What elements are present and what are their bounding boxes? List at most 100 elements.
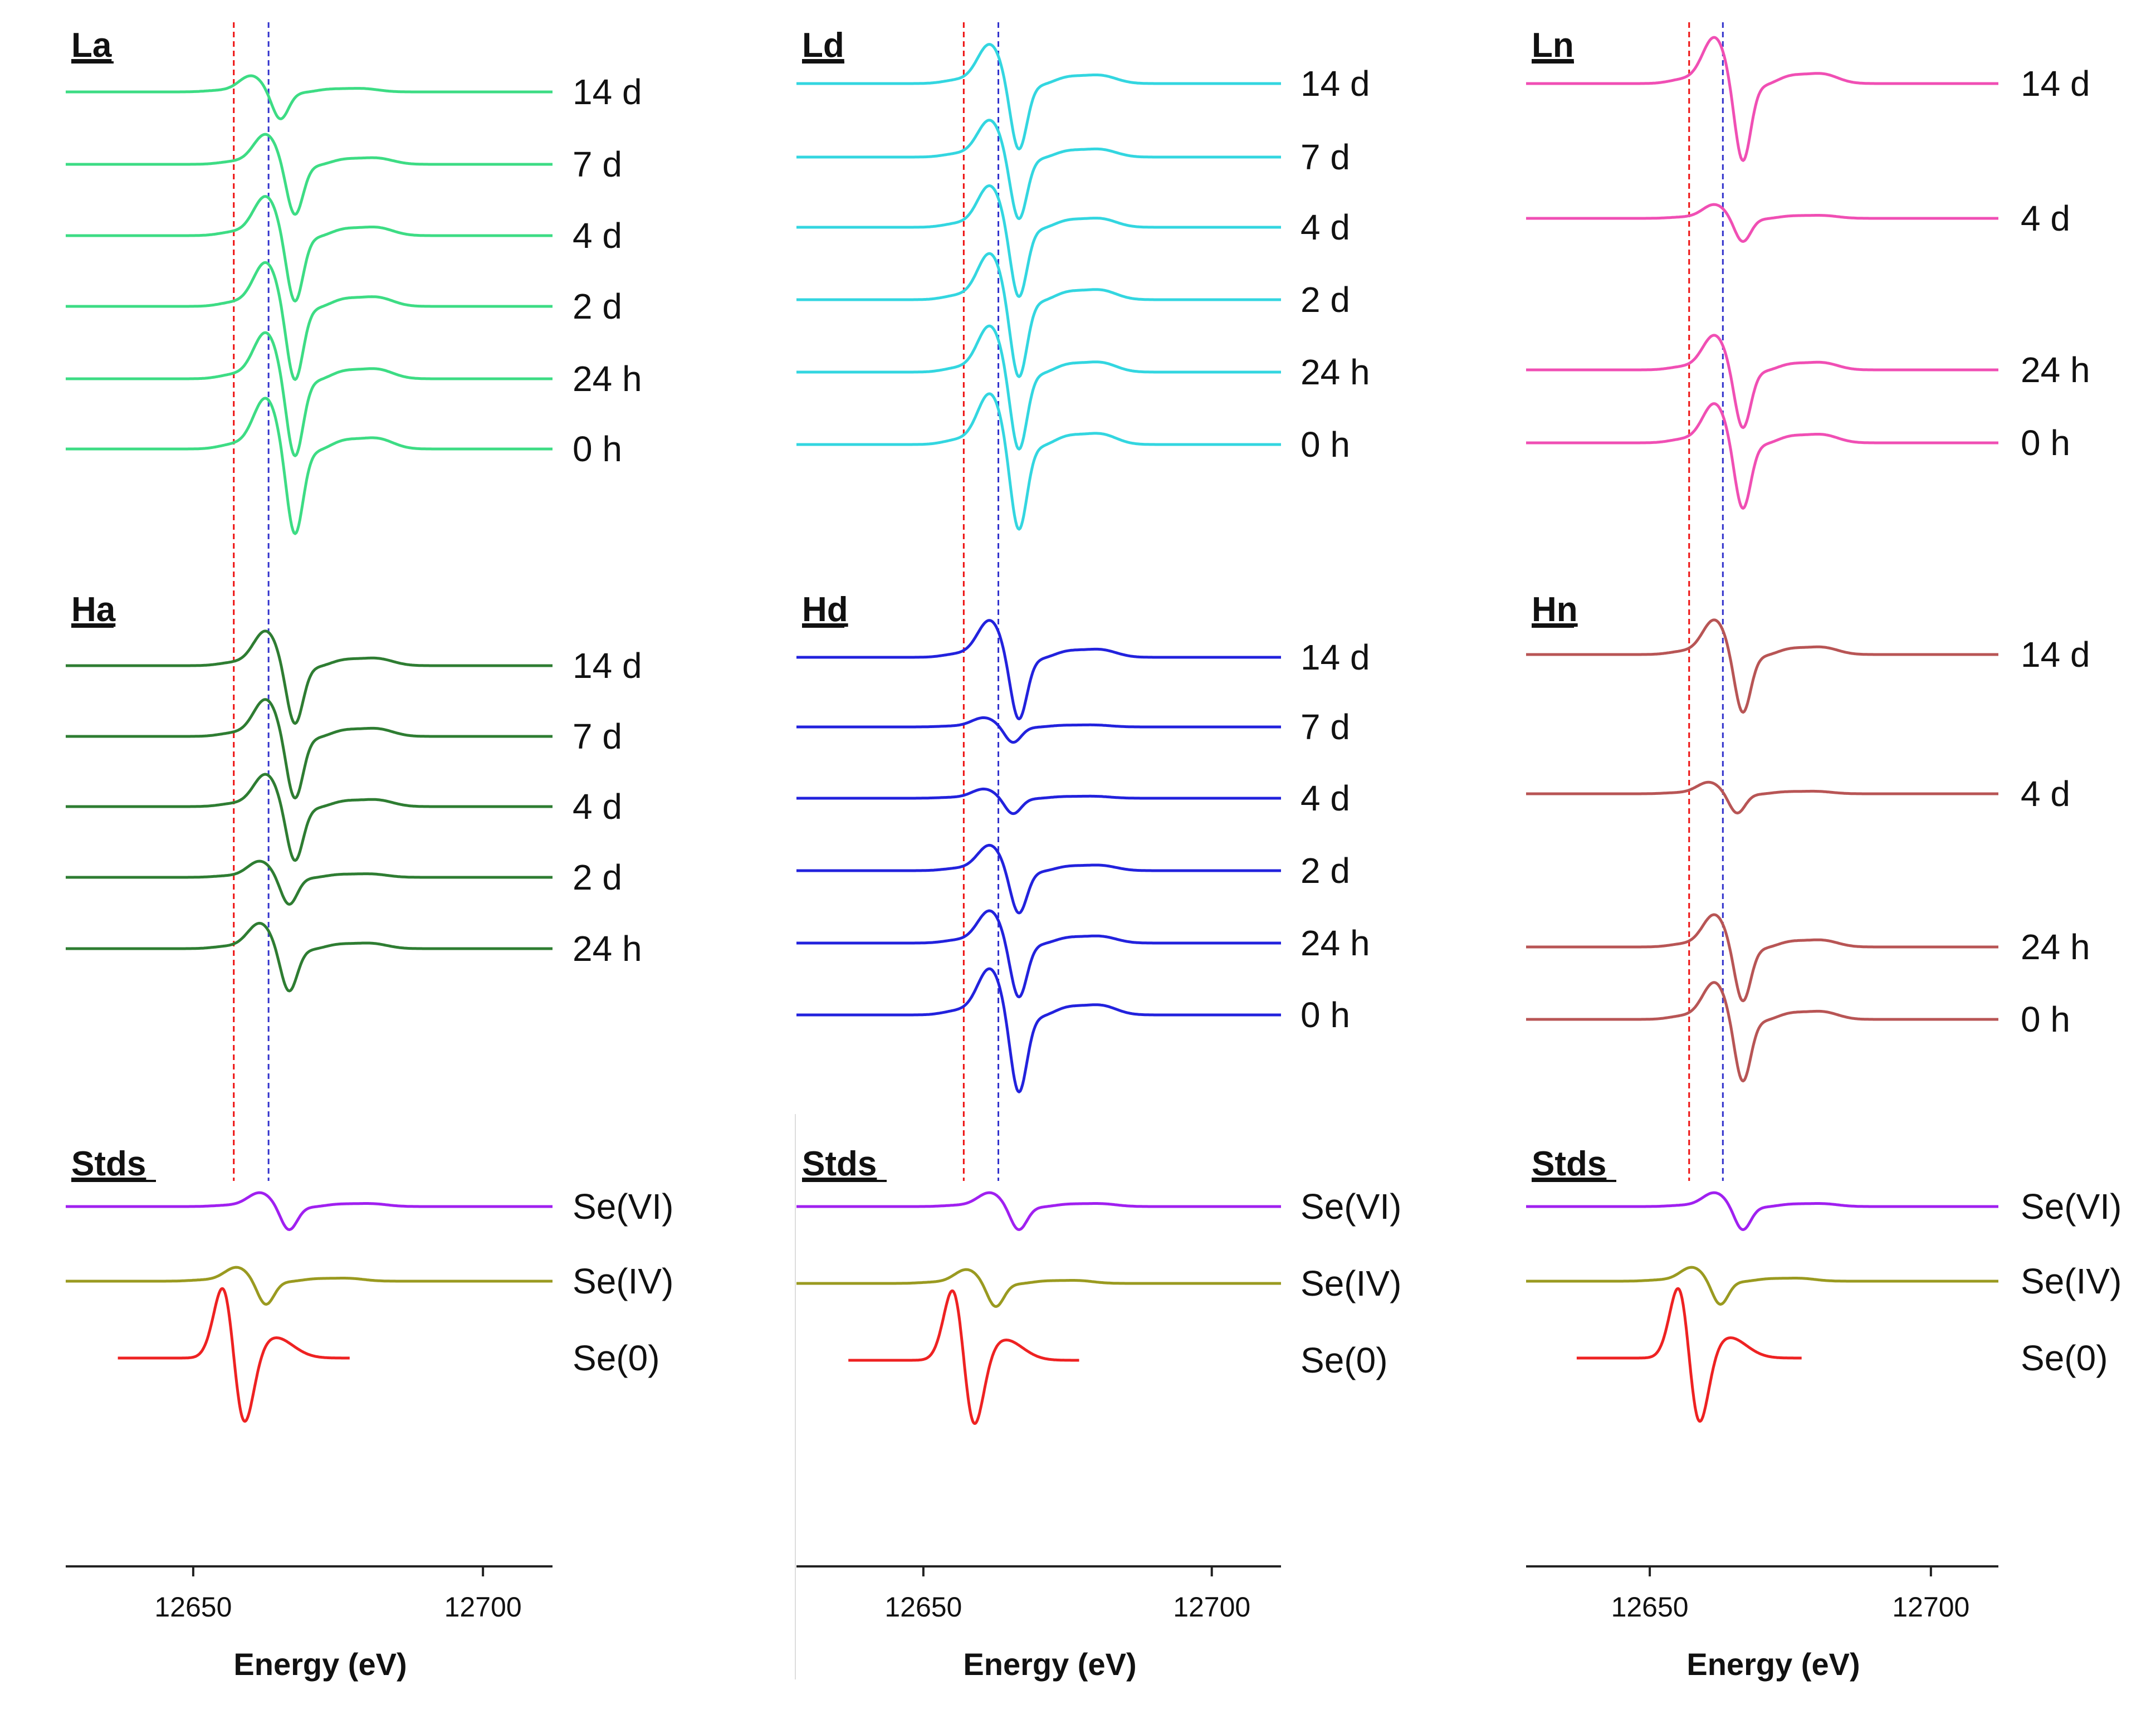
trace-label-0-h: 0 h [2021, 999, 2070, 1039]
group-label-stds: Stds [1532, 1145, 1606, 1183]
group-la: La 14 d 7 d 4 d 2 d 24 h 0 h [65, 26, 642, 535]
group-label-stds: Stds [802, 1145, 877, 1183]
trace-label-2-d: 2 d [573, 857, 622, 897]
trace-label-0-h: 0 h [1301, 424, 1350, 465]
group-ld: Ld 14 d 7 d 4 d 2 d 24 h 0 h [796, 26, 1370, 531]
trace-label-14-d: 14 d [573, 72, 642, 112]
trace-label-2-d: 2 d [1301, 851, 1350, 891]
trace-stds-se-iv [796, 1268, 1282, 1308]
trace-label-se-0: Se(0) [1301, 1340, 1388, 1380]
x-axis-title: Energy (eV) [1686, 1647, 1860, 1682]
trace-label-se-iv: Se(IV) [2021, 1261, 2121, 1301]
trace-label-4-d: 4 d [2021, 774, 2070, 814]
x-tick-label: 12700 [444, 1591, 522, 1623]
trace-label-24-h: 24 h [2021, 350, 2090, 390]
group-stds: Stds Se(VI) Se(IV) Se(0) [796, 1145, 1401, 1425]
x-axis-title: Energy (eV) [233, 1647, 407, 1682]
trace-label-0-h: 0 h [1301, 995, 1350, 1035]
trace-label-14-d: 14 d [1301, 64, 1370, 104]
trace-label-24-h: 24 h [573, 359, 642, 399]
trace-stds-se-vi [796, 1191, 1282, 1231]
trace-label-2-d: 2 d [573, 286, 622, 326]
trace-ld-24-h [796, 324, 1282, 451]
group-label-hn: Hn [1532, 590, 1578, 629]
trace-ld-2-d [796, 252, 1282, 378]
trace-ha-2-d [65, 860, 553, 906]
trace-label-0-h: 0 h [573, 429, 622, 469]
trace-ln-24-h [1526, 334, 1999, 429]
trace-label-2-d: 2 d [1301, 280, 1350, 320]
trace-stds-se-0 [1576, 1287, 1803, 1423]
group-hd: Hd 14 d 7 d 4 d 2 d 24 h 0 h [796, 590, 1370, 1093]
group-stds: Stds Se(VI) Se(IV) Se(0) [1526, 1145, 2121, 1423]
trace-label-14-d: 14 d [1301, 637, 1370, 677]
trace-hn-0-h [1526, 981, 1999, 1083]
trace-label-14-d: 14 d [2021, 634, 2090, 675]
trace-label-24-h: 24 h [1301, 352, 1370, 392]
trace-label-4-d: 4 d [1301, 207, 1350, 247]
group-label-la: La [71, 26, 112, 65]
trace-ha-4-d [65, 773, 553, 862]
x-tick-label: 12650 [154, 1591, 232, 1623]
trace-label-se-0: Se(0) [2021, 1338, 2108, 1378]
trace-ld-14-d [796, 43, 1282, 150]
trace-label-24-h: 24 h [573, 929, 642, 969]
trace-label-7-d: 7 d [573, 144, 622, 184]
trace-ln-4-d [1526, 203, 1999, 243]
trace-label-7-d: 7 d [1301, 707, 1350, 747]
x-tick-label: 12650 [884, 1591, 962, 1623]
trace-label-7-d: 7 d [573, 716, 622, 756]
group-label-hd: Hd [802, 590, 848, 629]
trace-hd-0-h [796, 967, 1282, 1093]
trace-stds-se-vi [65, 1191, 553, 1231]
trace-la-14-d [65, 74, 553, 120]
trace-stds-se-0 [117, 1287, 351, 1423]
x-tick-label: 12650 [1611, 1591, 1689, 1623]
group-label-ha: Ha [71, 590, 116, 629]
group-label-ld: Ld [802, 26, 844, 65]
panel-3: Ln 14 d 4 d 24 h 0 h Hn 14 d 4 d 24 h 0 h Stds Se(V… [1526, 22, 2121, 1682]
group-label-stds: Stds [71, 1145, 146, 1183]
trace-hd-4-d [796, 787, 1282, 816]
trace-la-2-d [65, 261, 553, 381]
trace-label-se-iv: Se(IV) [1301, 1263, 1401, 1303]
trace-hn-14-d [1526, 618, 1999, 714]
trace-stds-se-0 [847, 1289, 1080, 1425]
x-tick-label: 12700 [1173, 1591, 1250, 1623]
trace-hn-24-h [1526, 913, 1999, 1003]
plot-root: La 14 d 7 d 4 d 2 d 24 h 0 h Ha 14 d 7 d 4 d 2 d 24 … [65, 22, 2121, 1682]
trace-la-24-h [65, 331, 553, 457]
trace-ha-14-d [65, 629, 553, 725]
trace-la-7-d [65, 133, 553, 216]
trace-label-se-0: Se(0) [573, 1338, 660, 1378]
trace-hd-2-d [796, 843, 1282, 915]
trace-hd-14-d [796, 619, 1282, 721]
panel-1: La 14 d 7 d 4 d 2 d 24 h 0 h Ha 14 d 7 d 4 d 2 d 24 … [65, 22, 673, 1682]
trace-label-se-vi: Se(VI) [2021, 1186, 2121, 1227]
group-hn: Hn 14 d 4 d 24 h 0 h [1526, 590, 2090, 1083]
group-ln: Ln 14 d 4 d 24 h 0 h [1526, 26, 2090, 510]
trace-ld-0-h [796, 392, 1282, 531]
trace-label-4-d: 4 d [573, 216, 622, 256]
trace-label-0-h: 0 h [2021, 423, 2070, 463]
group-ha: Ha 14 d 7 d 4 d 2 d 24 h [65, 590, 642, 993]
group-stds: Stds Se(VI) Se(IV) Se(0) [65, 1145, 673, 1423]
trace-ln-0-h [1526, 402, 1999, 510]
trace-label-se-vi: Se(VI) [573, 1186, 673, 1227]
panel-2: Ld 14 d 7 d 4 d 2 d 24 h 0 h Hd 14 d 7 d 4 d 2 d 24 … [796, 22, 1401, 1682]
trace-stds-se-vi [1526, 1191, 1999, 1231]
trace-hn-4-d [1526, 780, 1999, 815]
trace-label-14-d: 14 d [2021, 64, 2090, 104]
trace-stds-se-iv [1526, 1266, 1999, 1306]
trace-hd-7-d [796, 716, 1282, 744]
trace-label-7-d: 7 d [1301, 137, 1350, 177]
x-tick-label: 12700 [1892, 1591, 1969, 1623]
trace-label-4-d: 4 d [573, 787, 622, 827]
trace-label-24-h: 24 h [1301, 923, 1370, 963]
trace-label-4-d: 4 d [2021, 198, 2070, 238]
trace-la-0-h [65, 397, 553, 535]
trace-ln-14-d [1526, 36, 1999, 162]
trace-label-se-vi: Se(VI) [1301, 1186, 1401, 1227]
